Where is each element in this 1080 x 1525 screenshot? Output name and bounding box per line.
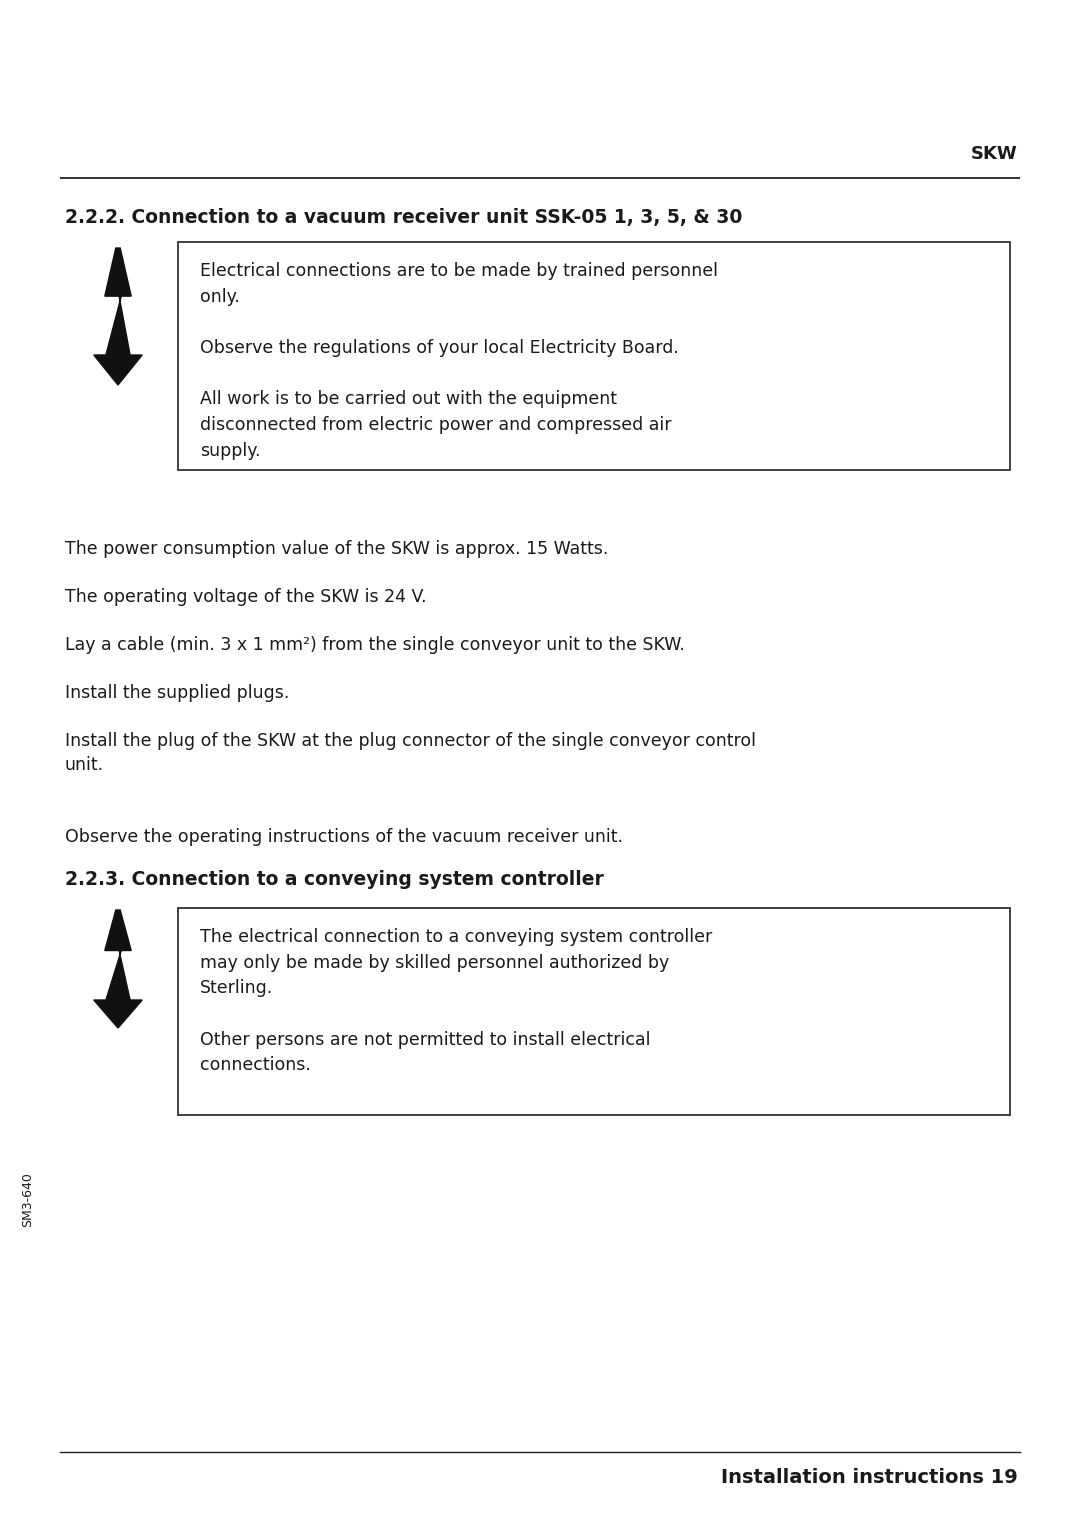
Text: SM3-640: SM3-640: [22, 1173, 35, 1228]
Text: Lay a cable (min. 3 x 1 mm²) from the single conveyor unit to the SKW.: Lay a cable (min. 3 x 1 mm²) from the si…: [65, 636, 685, 654]
Text: Installation instructions 19: Installation instructions 19: [721, 1469, 1018, 1487]
Text: The electrical connection to a conveying system controller
may only be made by s: The electrical connection to a conveying…: [200, 929, 712, 1075]
Text: The power consumption value of the SKW is approx. 15 Watts.: The power consumption value of the SKW i…: [65, 540, 608, 558]
Text: Observe the operating instructions of the vacuum receiver unit.: Observe the operating instructions of th…: [65, 828, 623, 846]
Text: Install the supplied plugs.: Install the supplied plugs.: [65, 685, 289, 702]
Polygon shape: [94, 355, 143, 384]
Polygon shape: [105, 910, 131, 1000]
Polygon shape: [105, 249, 131, 355]
Text: 2.2.3. Connection to a conveying system controller: 2.2.3. Connection to a conveying system …: [65, 869, 604, 889]
Polygon shape: [94, 1000, 143, 1028]
Bar: [178, 242, 1010, 470]
Text: Install the plug of the SKW at the plug connector of the single conveyor control: Install the plug of the SKW at the plug …: [65, 732, 756, 773]
Text: 2.2.2. Connection to a vacuum receiver unit SSK-05 1, 3, 5, & 30: 2.2.2. Connection to a vacuum receiver u…: [65, 207, 742, 227]
Text: The operating voltage of the SKW is 24 V.: The operating voltage of the SKW is 24 V…: [65, 589, 427, 605]
Text: SKW: SKW: [971, 145, 1018, 163]
Text: Electrical connections are to be made by trained personnel
only.

Observe the re: Electrical connections are to be made by…: [200, 262, 718, 461]
Bar: [178, 907, 1010, 1115]
